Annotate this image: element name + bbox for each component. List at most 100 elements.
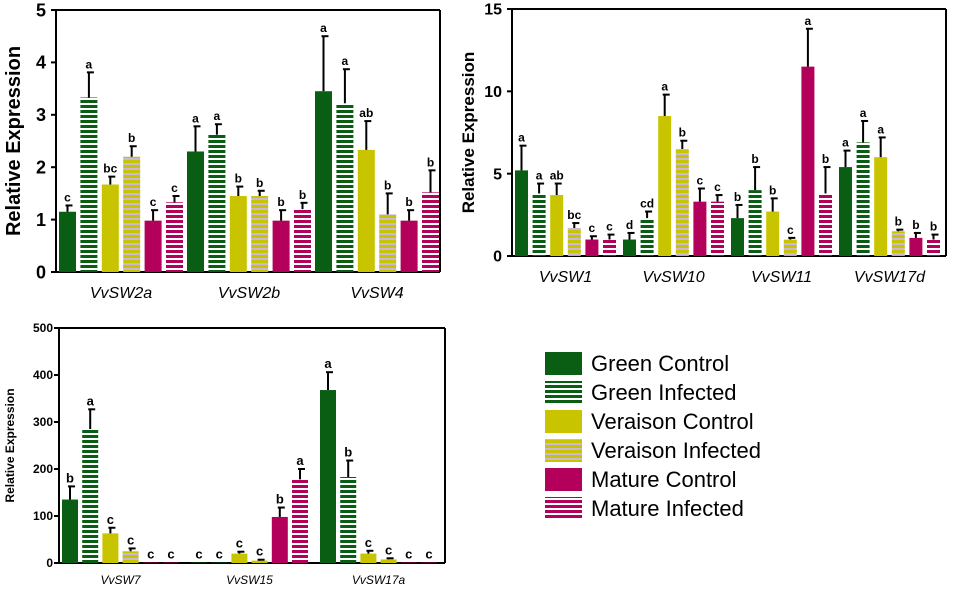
y-tick-label: 4 bbox=[36, 53, 46, 73]
significance-letter: c bbox=[64, 190, 71, 204]
bar bbox=[62, 499, 78, 563]
bar bbox=[320, 390, 336, 563]
significance-letter: a bbox=[342, 54, 349, 68]
y-tick-label: 0 bbox=[46, 556, 53, 570]
legend-label: Veraison Infected bbox=[591, 438, 761, 463]
bar bbox=[144, 220, 162, 272]
bar bbox=[603, 239, 616, 256]
bar bbox=[123, 156, 141, 272]
bar bbox=[400, 220, 418, 272]
significance-letter: a bbox=[842, 136, 849, 150]
y-tick-label: 500 bbox=[33, 321, 53, 335]
significance-letter: c bbox=[195, 547, 202, 562]
bar bbox=[839, 167, 852, 256]
y-tick-label: 0 bbox=[493, 249, 502, 266]
category-label: VvSW17d bbox=[854, 269, 926, 286]
significance-letter: c bbox=[127, 532, 134, 547]
bar bbox=[292, 479, 308, 563]
bar bbox=[856, 142, 870, 256]
significance-letter: b bbox=[679, 126, 686, 140]
significance-letter: c bbox=[107, 512, 114, 527]
significance-letter: c bbox=[147, 547, 154, 562]
significance-letter: ab bbox=[550, 169, 564, 183]
bar bbox=[211, 562, 228, 564]
bar bbox=[122, 551, 139, 563]
bar bbox=[251, 196, 269, 272]
bar bbox=[640, 218, 654, 256]
bar bbox=[101, 184, 119, 272]
y-tick-label: 1 bbox=[36, 210, 46, 230]
y-tick-label: 400 bbox=[33, 368, 53, 382]
legend-swatch bbox=[545, 468, 582, 491]
bar bbox=[567, 228, 581, 256]
bar bbox=[711, 201, 724, 256]
bar bbox=[801, 66, 815, 256]
legend-label: Green Control bbox=[591, 351, 729, 376]
significance-letter: b bbox=[734, 190, 741, 204]
bar bbox=[693, 201, 707, 256]
bar bbox=[421, 562, 437, 564]
significance-letter: c bbox=[216, 547, 223, 562]
category-label: VvSW15 bbox=[226, 573, 273, 587]
legend-swatch bbox=[545, 352, 582, 375]
significance-letter: c bbox=[425, 547, 432, 562]
bar bbox=[819, 193, 832, 256]
bar bbox=[208, 134, 226, 272]
category-label: VvSW4 bbox=[350, 285, 403, 302]
legend: Green Control Green Infected Veraison Cont… bbox=[545, 351, 761, 521]
bar bbox=[783, 239, 797, 256]
significance-letter: a bbox=[805, 14, 812, 28]
bar bbox=[675, 148, 689, 256]
bar bbox=[102, 533, 119, 563]
bar bbox=[874, 157, 888, 256]
bar bbox=[191, 562, 207, 564]
category-label: VvSW1 bbox=[539, 269, 592, 286]
significance-letter: bc bbox=[103, 162, 117, 176]
significance-letter: c bbox=[697, 173, 704, 187]
bar bbox=[891, 231, 905, 256]
significance-letter: a bbox=[87, 393, 95, 408]
bar bbox=[251, 560, 268, 563]
significance-letter: c bbox=[714, 180, 721, 194]
bar bbox=[166, 202, 183, 272]
y-tick-label: 2 bbox=[36, 158, 46, 178]
significance-letter: ab bbox=[359, 106, 373, 120]
bar bbox=[422, 192, 439, 272]
significance-letter: a bbox=[518, 131, 525, 145]
bar bbox=[80, 97, 98, 273]
significance-letter: c bbox=[167, 547, 174, 562]
bar bbox=[379, 214, 397, 272]
bar bbox=[748, 190, 762, 256]
bar bbox=[231, 553, 248, 563]
bar bbox=[340, 476, 357, 563]
significance-letter: a bbox=[296, 453, 304, 468]
y-axis-label: Relative Expression bbox=[459, 52, 478, 214]
category-label: VvSW2b bbox=[218, 285, 280, 302]
bar bbox=[59, 211, 76, 272]
significance-letter: c bbox=[589, 221, 596, 235]
bar bbox=[142, 562, 159, 564]
y-tick-label: 100 bbox=[33, 509, 53, 523]
y-tick-label: 0 bbox=[36, 262, 46, 282]
legend-label: Green Infected bbox=[591, 380, 737, 405]
significance-letter: b bbox=[405, 195, 412, 209]
significance-letter: b bbox=[256, 176, 263, 190]
significance-letter: d bbox=[626, 218, 633, 232]
significance-letter: bc bbox=[567, 208, 581, 222]
legend-label: Mature Infected bbox=[591, 496, 744, 521]
category-label: VvSW2a bbox=[90, 285, 152, 302]
significance-letter: c bbox=[606, 220, 613, 234]
significance-letter: c bbox=[365, 535, 372, 550]
legend-label: Mature Control bbox=[591, 467, 737, 492]
y-axis-label: Relative Expression bbox=[3, 388, 17, 502]
bar bbox=[731, 218, 744, 256]
significance-letter: b bbox=[769, 183, 776, 197]
significance-letter: b bbox=[66, 470, 74, 485]
significance-letter: b bbox=[427, 155, 434, 169]
legend-swatch bbox=[545, 439, 582, 462]
significance-letter: c bbox=[787, 223, 794, 237]
significance-letter: cd bbox=[640, 197, 654, 211]
